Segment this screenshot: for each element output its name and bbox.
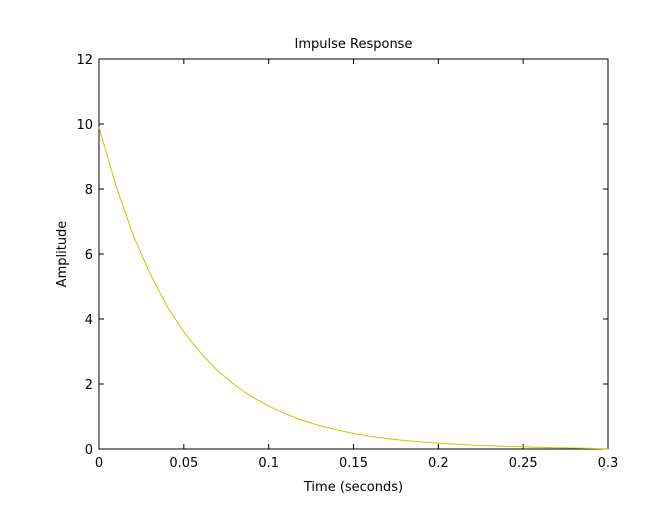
y-tick-label: 0: [85, 443, 93, 458]
x-tick-label: 0.1: [258, 456, 279, 471]
y-tick-label: 10: [76, 118, 93, 133]
x-tick-label: 0.15: [339, 456, 368, 471]
y-tick-label: 2: [85, 378, 93, 393]
chart-title: Impulse Response: [295, 37, 413, 52]
y-tick-label: 6: [85, 248, 93, 263]
x-tick-label: 0.25: [509, 456, 538, 471]
series-line: [98, 127, 609, 450]
plot-area: [98, 58, 609, 450]
tick-labels: 0 0.05 0.1 0.15 0.2 0.25 0.3 0 2 4 6 8 10 12: [76, 53, 618, 471]
y-axis-label: Amplitude: [55, 221, 70, 288]
x-axis-label: Time (seconds): [303, 480, 403, 495]
y-tick-label: 4: [85, 313, 93, 328]
y-tick-label: 8: [85, 183, 93, 198]
x-tick-label: 0: [95, 456, 103, 471]
x-tick-label: 0.3: [598, 456, 619, 471]
x-tick-label: 0.2: [428, 456, 449, 471]
y-tick-label: 12: [76, 53, 93, 68]
x-tick-label: 0.05: [169, 456, 198, 471]
